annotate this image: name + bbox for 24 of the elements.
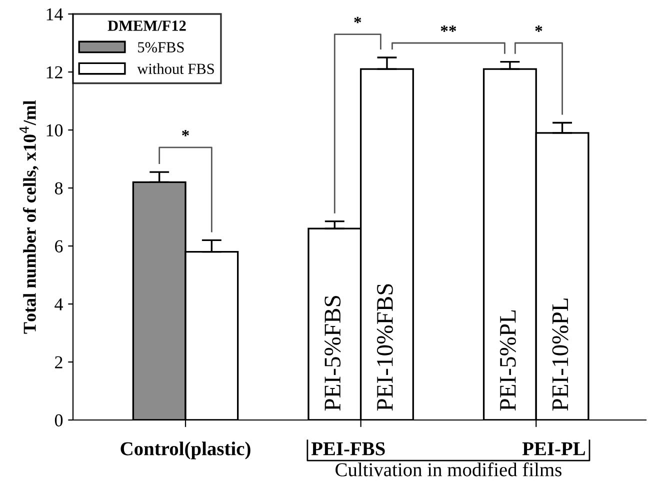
x-tick-label: PEI-5%PL	[500, 310, 516, 411]
y-tick-label: 8	[54, 182, 63, 194]
legend-label: without FBS	[137, 63, 214, 74]
annotation: *	[182, 130, 189, 136]
y-tick-label: 10	[46, 124, 63, 136]
legend-title: DMEM/F12	[108, 20, 186, 31]
annotation: *	[535, 26, 542, 32]
x-tick-label: PEI-10%PL	[552, 298, 568, 411]
x-axis-title: Cultivation in modified films	[336, 462, 562, 476]
y-tick-label: 4	[54, 298, 63, 310]
y-tick-label: 12	[46, 66, 62, 78]
x-tick-label: PEI-5%FBS	[324, 296, 341, 411]
y-axis-title: Total number of cells, x10$^{4}$/ml	[20, 100, 38, 334]
text: PEI-PL	[522, 442, 586, 456]
legend-label: 5%FBS	[138, 42, 184, 52]
y-tick-label: 0	[54, 414, 63, 426]
annotation: *	[354, 16, 362, 24]
annotation: **	[440, 26, 456, 32]
text: PEI-FBS	[311, 442, 385, 456]
y-tick-label: 2	[55, 356, 62, 368]
y-tick-label: 14	[46, 8, 63, 20]
text: Control(plastic)	[120, 442, 250, 460]
y-tick-label: 6	[55, 240, 63, 252]
x-tick-label: PEI-10%FBS	[376, 284, 393, 411]
